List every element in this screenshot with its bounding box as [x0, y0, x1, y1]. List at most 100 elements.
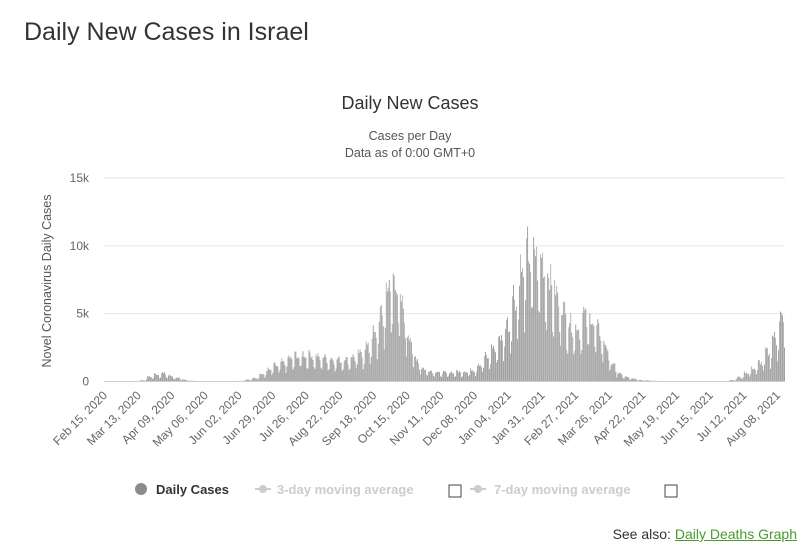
bar [459, 371, 460, 382]
bar [465, 372, 466, 382]
bar [152, 378, 153, 382]
bar [421, 367, 423, 382]
bar [647, 380, 649, 382]
bar [521, 271, 523, 382]
bar [784, 347, 785, 382]
bar [561, 315, 563, 382]
bar [299, 366, 301, 382]
bar [436, 372, 438, 382]
legend-marker-daily-cases [135, 483, 147, 495]
bar [549, 290, 551, 382]
bar [313, 367, 315, 382]
bar [547, 273, 549, 382]
bar [424, 369, 426, 382]
bar [495, 352, 496, 382]
bar [337, 357, 339, 382]
bar [593, 326, 595, 382]
bar [485, 351, 486, 382]
bar [325, 357, 327, 382]
bar [379, 306, 381, 382]
bar [277, 366, 279, 382]
bar [259, 373, 261, 382]
legend-item-7day-average[interactable]: 7-day moving average [470, 482, 631, 497]
legend-checkbox-3day[interactable] [448, 484, 462, 498]
legend-item-daily-cases[interactable]: Daily Cases [135, 482, 229, 497]
bar [555, 295, 557, 382]
bar [730, 380, 732, 382]
bar [352, 354, 354, 382]
bar [335, 368, 337, 382]
bar [558, 306, 560, 382]
y-axis-ticks: 0 5k 10k 15k [70, 171, 90, 389]
bar [590, 324, 592, 382]
bar [768, 353, 770, 382]
bar [143, 380, 144, 382]
bar [301, 356, 303, 382]
bar [184, 379, 186, 382]
bar [544, 276, 546, 382]
daily-deaths-graph-link[interactable]: Daily Deaths Graph [674, 526, 797, 542]
bar [774, 337, 776, 382]
bar [183, 379, 185, 382]
bar [305, 357, 307, 382]
bar [508, 331, 509, 382]
bar [609, 370, 611, 382]
legend-checkbox-7day[interactable] [664, 484, 678, 498]
bar [640, 380, 642, 382]
bar [384, 327, 386, 382]
bar [767, 355, 769, 382]
bar [148, 376, 149, 382]
bar [638, 379, 640, 382]
bar [289, 358, 291, 382]
bar [473, 371, 474, 382]
legend-item-3day-average[interactable]: 3-day moving average [255, 482, 414, 497]
bar [302, 351, 304, 382]
bar [617, 373, 619, 382]
bar [591, 324, 593, 382]
bar [755, 374, 757, 382]
legend: Daily Cases 3-day moving average 7-day m… [135, 482, 678, 498]
bar [515, 310, 517, 382]
bar [583, 306, 585, 382]
bar [329, 360, 331, 382]
bar [353, 357, 355, 382]
bar [574, 350, 576, 382]
bar [247, 379, 249, 382]
bar [548, 277, 550, 382]
bar [775, 345, 777, 382]
bar [441, 373, 443, 382]
page-title: Daily New Cases in Israel [24, 18, 309, 46]
legend-label-daily-cases: Daily Cases [156, 482, 229, 497]
bar [565, 314, 567, 382]
bar [541, 258, 543, 382]
bar [572, 337, 574, 382]
bar [481, 366, 482, 382]
bar [363, 363, 365, 382]
bar [157, 374, 158, 382]
bar [179, 377, 181, 382]
bar [627, 376, 629, 382]
bar [357, 349, 359, 382]
bar [519, 285, 521, 382]
bar [748, 376, 750, 382]
bar [360, 351, 362, 382]
bar [395, 292, 397, 382]
bar [294, 351, 296, 382]
bar [509, 331, 510, 382]
bar [153, 377, 154, 382]
bar [430, 370, 432, 382]
bar [336, 359, 338, 382]
bar [618, 372, 620, 382]
bar [164, 372, 165, 382]
bar [297, 356, 299, 382]
bar [781, 315, 783, 382]
bar [415, 360, 417, 382]
bar [389, 291, 391, 382]
bar [475, 376, 476, 382]
bar [370, 356, 372, 382]
bar [576, 330, 578, 382]
bar [273, 362, 275, 382]
bar [276, 365, 278, 382]
bar [751, 368, 753, 382]
